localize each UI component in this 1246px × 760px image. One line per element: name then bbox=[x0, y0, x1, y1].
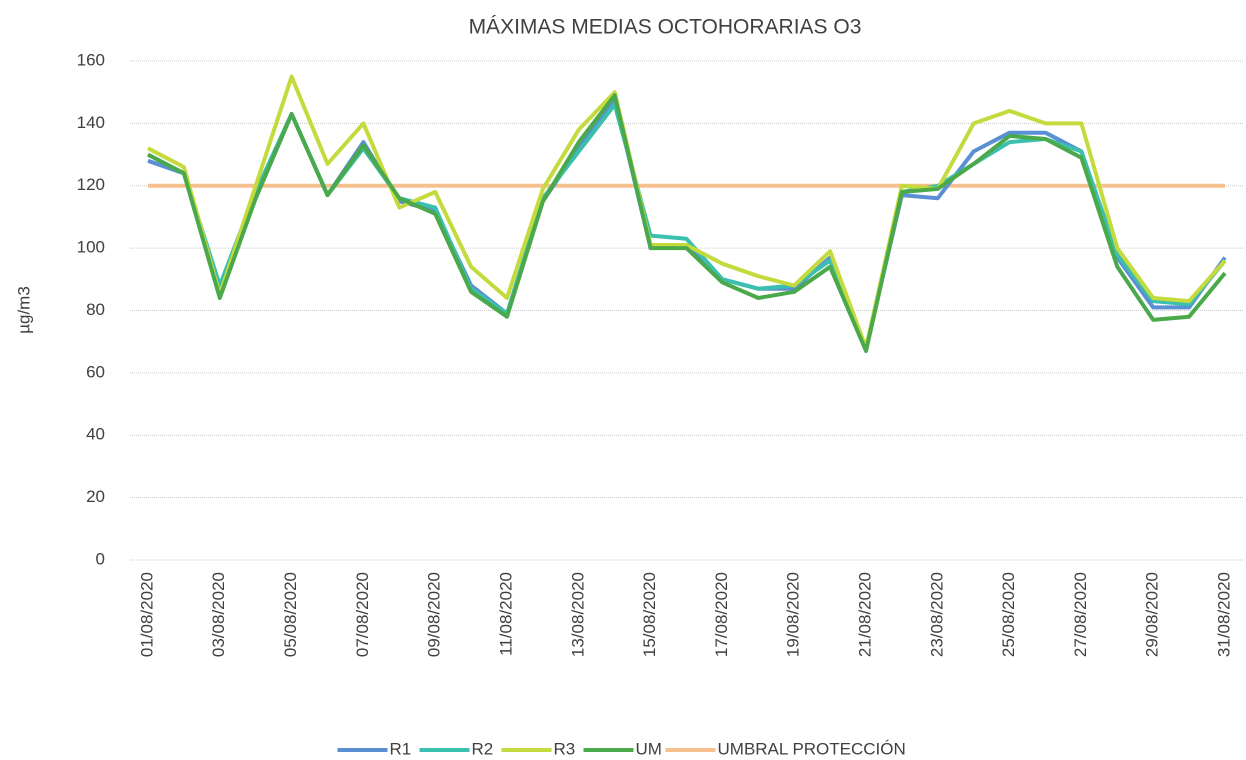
x-tick-label: 05/08/2020 bbox=[281, 572, 300, 657]
x-tick-label: 03/08/2020 bbox=[209, 572, 228, 657]
x-tick-label: 07/08/2020 bbox=[353, 572, 372, 657]
y-tick-label: 120 bbox=[77, 175, 105, 194]
y-tick-label: 100 bbox=[77, 238, 105, 257]
y-tick-label: 40 bbox=[86, 425, 105, 444]
chart-title: MÁXIMAS MEDIAS OCTOHORARIAS O3 bbox=[469, 16, 862, 39]
x-tick-label: 23/08/2020 bbox=[927, 572, 946, 657]
series-line bbox=[147, 74, 1227, 350]
y-tick-label: 20 bbox=[86, 487, 105, 506]
series-line bbox=[147, 93, 1227, 353]
x-tick-label: 25/08/2020 bbox=[999, 572, 1018, 657]
x-tick-label: 27/08/2020 bbox=[1071, 572, 1090, 657]
y-tick-label: 80 bbox=[86, 300, 105, 319]
legend-label: R2 bbox=[472, 739, 494, 758]
legend-label: UM bbox=[636, 739, 662, 758]
x-tick-label: 21/08/2020 bbox=[856, 572, 875, 657]
x-tick-label: 31/08/2020 bbox=[1215, 572, 1234, 657]
x-tick-label: 17/08/2020 bbox=[712, 572, 731, 657]
x-tick-label: 13/08/2020 bbox=[568, 572, 587, 657]
x-tick-label: 15/08/2020 bbox=[640, 572, 659, 657]
x-tick-label: 01/08/2020 bbox=[137, 572, 156, 657]
y-axis-label: µg/m3 bbox=[14, 286, 33, 334]
x-tick-label: 09/08/2020 bbox=[425, 572, 444, 657]
legend-label: R1 bbox=[390, 739, 412, 758]
legend-label: UMBRAL PROTECCIÓN bbox=[718, 739, 906, 758]
y-tick-label: 60 bbox=[86, 362, 105, 381]
y-tick-label: 0 bbox=[96, 549, 105, 568]
x-tick-label: 29/08/2020 bbox=[1143, 572, 1162, 657]
y-tick-label: 140 bbox=[77, 113, 105, 132]
y-tick-label: 160 bbox=[77, 50, 105, 69]
legend-label: R3 bbox=[554, 739, 576, 758]
x-tick-label: 11/08/2020 bbox=[496, 572, 515, 656]
x-tick-label: 19/08/2020 bbox=[784, 572, 803, 657]
